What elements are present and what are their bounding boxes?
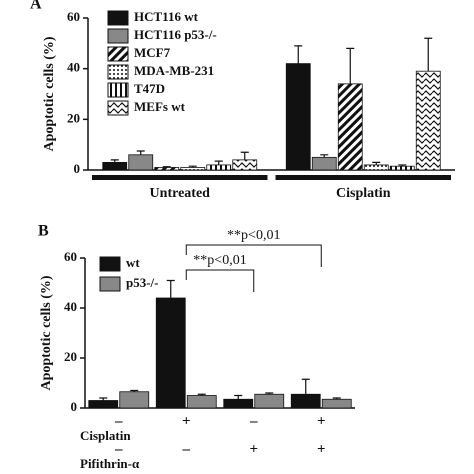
category-bar	[275, 175, 451, 180]
error-bar	[320, 154, 329, 158]
legend-swatch	[99, 276, 121, 292]
condition-mark: –	[114, 441, 123, 457]
legend-swatch	[107, 28, 129, 44]
y-tick-label: 0	[71, 399, 78, 414]
legend-label: MCF7	[134, 45, 171, 60]
y-tick-label: 40	[64, 299, 77, 314]
significance-bracket	[185, 244, 322, 267]
bar	[290, 393, 321, 409]
legend-swatch	[107, 82, 129, 98]
y-axis-label: Apoptotic cells (%)	[42, 36, 57, 151]
legend-swatch	[107, 10, 129, 26]
bar	[389, 165, 415, 171]
error-bar	[332, 397, 341, 400]
bar	[321, 398, 352, 409]
category-bar	[92, 175, 268, 180]
legend-label: p53-/-	[126, 275, 159, 290]
significance-label: **p<0,01	[193, 253, 246, 268]
error-bar	[424, 37, 433, 72]
legend-swatch	[99, 256, 121, 272]
bar	[223, 398, 254, 409]
bar	[102, 161, 128, 171]
bar	[128, 154, 154, 171]
bar	[311, 156, 337, 171]
error-bar	[162, 166, 171, 168]
error-bar	[197, 393, 206, 396]
y-tick-label: 60	[67, 9, 80, 24]
error-bar	[166, 279, 175, 298]
error-bar	[110, 159, 119, 163]
condition-mark: –	[182, 441, 191, 457]
error-bar	[99, 397, 108, 401]
bar	[254, 393, 285, 409]
error-bar	[188, 165, 197, 168]
error-bar	[240, 151, 249, 160]
condition-label: Cisplatin	[80, 428, 131, 443]
bar	[337, 83, 363, 171]
bar	[154, 167, 180, 171]
x-tick-label: Cisplatin	[336, 186, 391, 201]
y-tick-label: 20	[64, 349, 77, 364]
x-tick-label: Untreated	[150, 186, 211, 201]
bar	[285, 63, 311, 171]
panel-label: A	[30, 0, 42, 13]
bar	[363, 164, 389, 171]
y-tick-label: 60	[64, 249, 77, 264]
bar	[155, 297, 186, 409]
error-bar	[294, 45, 303, 64]
significance-bracket	[185, 269, 255, 292]
bar	[232, 159, 258, 171]
legend-label: HCT116 wt	[134, 9, 199, 24]
bar	[88, 400, 119, 409]
bar	[186, 395, 217, 409]
bar	[206, 164, 232, 171]
error-bar	[214, 160, 223, 165]
condition-mark: +	[317, 441, 326, 457]
legend-label: MEFs wt	[134, 99, 186, 114]
condition-mark: –	[249, 413, 258, 429]
y-tick-label: 20	[67, 110, 80, 125]
error-bar	[265, 392, 274, 395]
condition-mark: +	[317, 413, 326, 429]
legend-label: wt	[126, 255, 140, 270]
error-bar	[136, 150, 145, 155]
bar	[415, 70, 441, 171]
legend-label: MDA-MB-231	[134, 63, 214, 78]
bar	[180, 167, 206, 171]
legend-label: T47D	[134, 81, 165, 96]
condition-mark: –	[114, 413, 123, 429]
legend-swatch	[107, 64, 129, 80]
error-bar	[234, 394, 243, 400]
legend-label: HCT116 p53-/-	[134, 27, 217, 42]
error-bar	[372, 161, 381, 165]
condition-mark: +	[249, 441, 258, 457]
panel-label: B	[38, 223, 49, 240]
condition-label: Pifithrin-α	[80, 456, 140, 471]
error-bar	[398, 164, 407, 167]
error-bar	[301, 378, 310, 395]
bar	[119, 391, 150, 409]
y-tick-label: 0	[74, 161, 81, 176]
significance-label: **p<0,01	[227, 228, 280, 243]
error-bar	[130, 389, 139, 392]
legend-swatch	[107, 100, 129, 116]
y-tick-label: 40	[67, 60, 80, 75]
condition-mark: +	[182, 413, 191, 429]
error-bar	[346, 47, 355, 84]
legend-swatch	[107, 46, 129, 62]
y-axis-label: Apoptotic cells (%)	[39, 275, 54, 390]
